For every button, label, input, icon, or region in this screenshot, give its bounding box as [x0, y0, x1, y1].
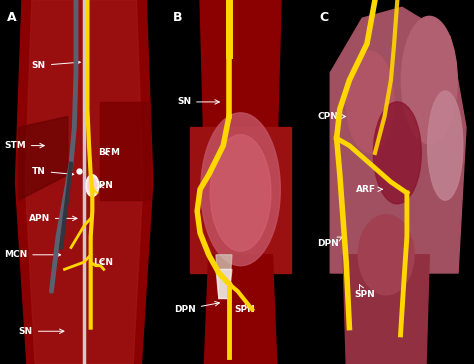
- Text: DPN: DPN: [174, 301, 219, 314]
- Ellipse shape: [401, 16, 457, 144]
- Text: SN: SN: [32, 60, 80, 70]
- Text: ARF: ARF: [356, 185, 383, 194]
- Ellipse shape: [346, 51, 394, 153]
- Text: SN: SN: [18, 327, 64, 336]
- Text: CPN: CPN: [93, 181, 114, 190]
- Text: DPN: DPN: [318, 237, 342, 248]
- Text: SPN: SPN: [354, 285, 375, 299]
- Polygon shape: [16, 0, 153, 364]
- Text: A: A: [7, 11, 17, 24]
- Ellipse shape: [88, 178, 96, 193]
- Text: APN: APN: [28, 214, 77, 223]
- Text: LCN: LCN: [93, 258, 114, 266]
- Polygon shape: [18, 116, 68, 200]
- Text: CPN: CPN: [318, 112, 346, 121]
- Polygon shape: [200, 0, 281, 164]
- Ellipse shape: [210, 135, 271, 251]
- Polygon shape: [216, 255, 232, 298]
- Polygon shape: [216, 269, 232, 298]
- Polygon shape: [25, 0, 143, 364]
- Ellipse shape: [374, 102, 421, 204]
- Text: BFM: BFM: [98, 149, 120, 157]
- Text: SN: SN: [177, 98, 219, 106]
- Polygon shape: [330, 7, 466, 273]
- Polygon shape: [190, 127, 291, 273]
- Polygon shape: [100, 102, 149, 200]
- Text: C: C: [319, 11, 328, 24]
- Text: B: B: [173, 11, 182, 24]
- Text: TN: TN: [32, 167, 74, 176]
- Text: MCN: MCN: [4, 250, 61, 259]
- Polygon shape: [343, 255, 429, 364]
- Ellipse shape: [358, 215, 414, 295]
- Ellipse shape: [428, 91, 463, 200]
- Text: STM: STM: [4, 141, 44, 150]
- Ellipse shape: [86, 175, 99, 197]
- Ellipse shape: [201, 113, 280, 266]
- Polygon shape: [204, 255, 277, 364]
- Text: SPN: SPN: [234, 302, 255, 314]
